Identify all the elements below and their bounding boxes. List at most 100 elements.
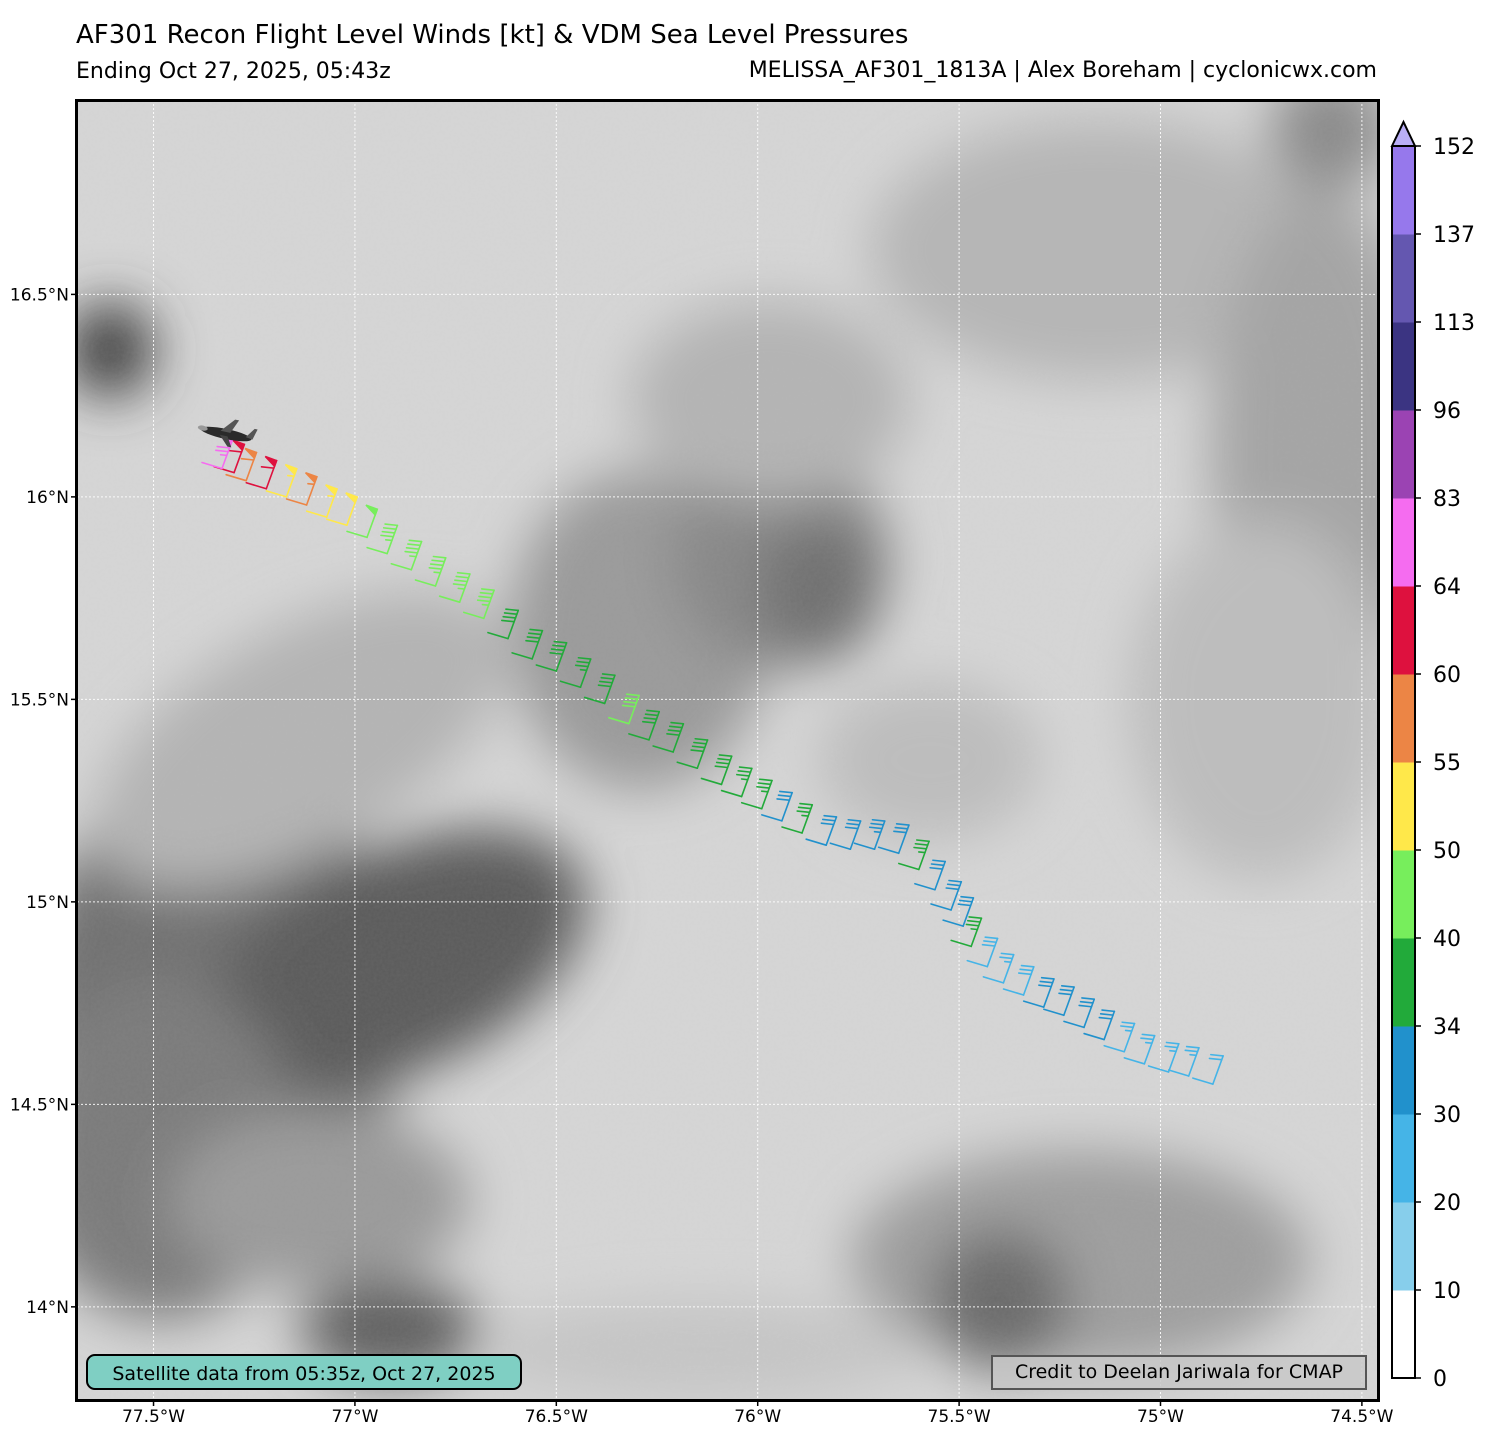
tick-label-lon: 75.5°W: [928, 1407, 991, 1427]
tick-label-lon: 77.5°W: [122, 1407, 185, 1427]
wind-barb: [285, 471, 318, 506]
wind-barb: [1063, 997, 1096, 1029]
wind-barb: [438, 571, 471, 603]
wind-barb: [366, 523, 399, 555]
wind-barb: [225, 447, 258, 482]
colorbar-segment: [1392, 1114, 1415, 1203]
wind-barb: [326, 492, 359, 527]
wind-barb: [877, 822, 910, 855]
colorbar-label: 30: [1433, 1103, 1461, 1128]
wind-barb: [346, 504, 379, 539]
colorbar-segment: [1392, 1202, 1415, 1291]
colorbar-label: 113: [1433, 311, 1475, 336]
valid-time: Ending Oct 27, 2025, 05:43z: [76, 59, 391, 84]
colorbar-segment: [1392, 410, 1415, 499]
colorbar-segment: [1392, 938, 1415, 1027]
colorbar-segment: [1392, 850, 1415, 939]
wind-barb: [829, 818, 862, 851]
tick-label-lat: 16.5°N: [10, 285, 69, 305]
wind-barb: [463, 588, 495, 620]
wind-barb: [535, 640, 568, 672]
colorbar-label: 55: [1433, 751, 1461, 776]
wind-barb: [1192, 1053, 1224, 1085]
colorbar-segment: [1392, 762, 1415, 851]
tick-label-lat: 14°N: [26, 1298, 69, 1318]
tick-label-lat: 15°N: [26, 893, 69, 913]
wind-barb: [720, 766, 753, 798]
wind-barb: [898, 839, 930, 871]
colorbar-label: 50: [1433, 839, 1461, 864]
colorbar-segment: [1392, 146, 1415, 235]
chart-title: AF301 Recon Flight Level Winds [kt] & VD…: [76, 20, 909, 50]
colorbar-label: 60: [1433, 663, 1461, 688]
colorbar-label: 152: [1433, 135, 1475, 160]
wind-barb: [761, 790, 793, 822]
graticule: [77, 100, 1378, 1400]
wind-barb: [628, 709, 661, 741]
satellite-time-badge: Satellite data from 05:35z, Oct 27, 2025: [86, 1354, 522, 1390]
wind-barb: [1002, 964, 1035, 996]
wind-barb: [1083, 1009, 1116, 1041]
colormap-credit: Credit to Deelan Jariwala for CMAP: [991, 1355, 1367, 1390]
tick-label-lat: 15.5°N: [10, 690, 69, 710]
wind-barb: [982, 952, 1015, 984]
wind-barb: [1147, 1041, 1180, 1073]
colorbar-segment: [1392, 322, 1415, 411]
wind-barb: [1167, 1045, 1200, 1077]
wind-barb: [583, 673, 616, 705]
colorbar-segment: [1392, 498, 1415, 587]
tick-label-lon: 76°W: [734, 1407, 781, 1427]
colorbar-label: 83: [1433, 487, 1461, 512]
wind-barb: [950, 916, 983, 948]
wind-barb: [1123, 1033, 1156, 1065]
wind-barb: [942, 895, 975, 927]
wind-barb: [305, 484, 339, 518]
wind-barb: [966, 936, 999, 968]
colorbar-segment: [1392, 1290, 1415, 1379]
wind-barb: [559, 656, 592, 689]
tick-label-lon: 76.5°W: [525, 1407, 588, 1427]
wind-barb: [608, 693, 640, 725]
colorbar-label: 20: [1433, 1191, 1461, 1216]
colorbar-label: 0: [1433, 1367, 1447, 1392]
wind-barb: [652, 721, 685, 753]
tick-label-lon: 74.5°W: [1330, 1407, 1393, 1427]
tick-label-lon: 75°W: [1137, 1407, 1184, 1427]
colorbar-label: 10: [1433, 1279, 1461, 1304]
mission-credit: MELISSA_AF301_1813A | Alex Boreham | cyc…: [748, 58, 1377, 83]
colorbar-label: 137: [1433, 223, 1475, 248]
wind-barb: [853, 818, 886, 851]
wind-barb: [805, 814, 838, 846]
wind-barb: [1022, 976, 1055, 1008]
tick-label-lat: 14.5°N: [10, 1095, 69, 1115]
map-frame: [75, 99, 1380, 1402]
colorbar-label: 64: [1433, 575, 1461, 600]
wind-barb: [676, 737, 709, 770]
colorbar-segment: [1392, 586, 1415, 675]
colorbar-label: 40: [1433, 927, 1461, 952]
wind-barb: [914, 859, 946, 891]
satellite-imagery: [77, 100, 1378, 1400]
wind-barb: [700, 754, 733, 786]
wind-barb: [1043, 984, 1075, 1017]
wind-barb: [245, 455, 278, 490]
aircraft-icon: [197, 419, 258, 448]
colorbar-label: 96: [1433, 399, 1461, 424]
flight-track: [201, 435, 1224, 1085]
wind-barb: [511, 628, 544, 660]
wind-barb: [1103, 1021, 1136, 1053]
wind-barb: [781, 802, 814, 834]
tick-label-lon: 77°W: [331, 1407, 378, 1427]
colorbar-segment: [1392, 234, 1415, 323]
wind-barb: [487, 608, 520, 640]
tick-label-lat: 16°N: [26, 488, 69, 508]
colorbar-extend-arrow: [1390, 119, 1417, 147]
wind-speed-colorbar: 0 10 20 30 34 40 50 55 60 64 83 96 113 137 152: [1390, 119, 1475, 1392]
wind-barb: [390, 539, 423, 571]
colorbar-segment: [1392, 674, 1415, 763]
wind-barb: [740, 778, 773, 810]
wind-barb: [414, 555, 447, 587]
colorbar-label: 34: [1433, 1015, 1461, 1040]
wind-barb: [265, 463, 298, 498]
